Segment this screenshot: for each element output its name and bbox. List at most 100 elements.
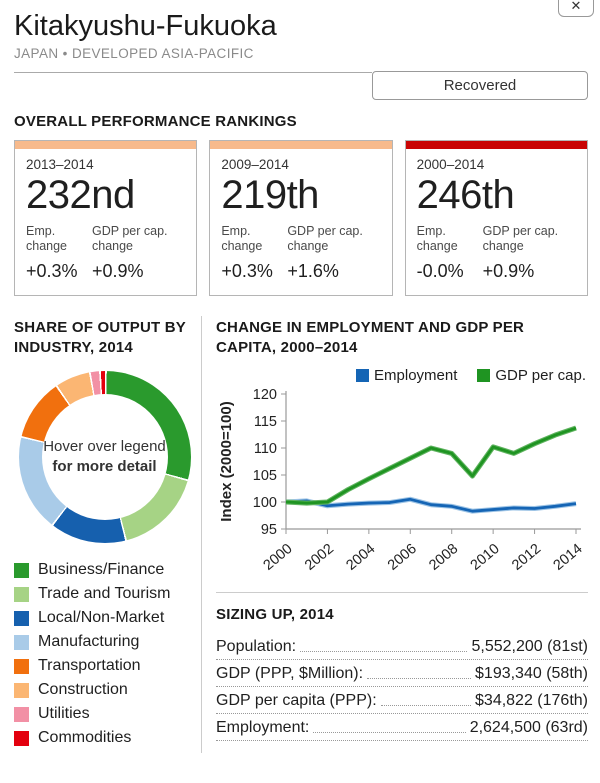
header-divider-row: Recovered xyxy=(14,71,588,100)
legend-swatch xyxy=(14,634,29,650)
ranking-rank: 232nd xyxy=(26,173,135,217)
page-subtitle: JAPAN • DEVELOPED ASIA-PACIFIC xyxy=(14,46,254,61)
ranking-card-2009-2014: 2009–2014 219th Emp. change +0.3% GDP pe… xyxy=(209,140,393,296)
svg-text:2000: 2000 xyxy=(261,541,296,574)
svg-text:Index (2000=100): Index (2000=100) xyxy=(218,401,235,522)
svg-text:2008: 2008 xyxy=(426,541,461,574)
ranking-card-color-bar xyxy=(210,141,392,149)
legend-swatch xyxy=(14,706,29,722)
legend-item-trade-tourism[interactable]: Trade and Tourism xyxy=(14,585,195,603)
legend-swatch xyxy=(14,562,29,578)
sizing-divider xyxy=(216,592,588,593)
legend-label: Business/Finance xyxy=(38,561,165,578)
legend-label: Commodities xyxy=(38,729,132,746)
svg-text:115: 115 xyxy=(254,414,277,430)
legend-label: Construction xyxy=(38,681,128,698)
ranking-card-2000-2014: 2000–2014 246th Emp. change -0.0% GDP pe… xyxy=(404,140,588,296)
svg-text:100: 100 xyxy=(253,495,277,511)
legend-label: Local/Non-Market xyxy=(38,609,165,626)
recovered-status-button[interactable]: Recovered xyxy=(372,71,588,100)
gdp-change-value: +1.6% xyxy=(287,261,339,281)
sizing-heading: SIZING UP, 2014 xyxy=(216,606,334,623)
emp-change-value: -0.0% xyxy=(416,261,464,281)
ranking-period: 2009–2014 xyxy=(221,157,289,172)
ranking-card-color-bar xyxy=(15,141,197,149)
legend-swatch xyxy=(14,610,29,626)
legend-label: Trade and Tourism xyxy=(38,585,171,602)
legend-label: Transportation xyxy=(38,657,141,674)
donut-center-text: Hover over legend for more detail xyxy=(19,371,191,543)
dot-leader xyxy=(380,705,472,706)
row-label: Employment: xyxy=(216,719,310,736)
industry-donut-hole xyxy=(41,394,168,520)
legend-swatch xyxy=(14,586,29,602)
legend-swatch xyxy=(14,730,29,746)
chart-legend-item-employment[interactable]: Employment xyxy=(356,367,457,384)
donut-center-line1: Hover over legend xyxy=(43,437,166,455)
ranking-rank: 246th xyxy=(416,173,515,217)
chart-heading: CHANGE IN EMPLOYMENT AND GDP PER CAPITA,… xyxy=(216,319,525,356)
employment-legend-swatch xyxy=(356,369,370,382)
emp-change-label: Emp. change xyxy=(416,224,458,253)
legend-swatch xyxy=(14,682,29,698)
row-value: 5,552,200 (81st) xyxy=(471,638,588,655)
emp-change-label: Emp. change xyxy=(26,224,68,253)
svg-text:105: 105 xyxy=(253,468,277,484)
svg-text:2010: 2010 xyxy=(468,541,503,574)
gdp-change-label: GDP per cap. change xyxy=(482,224,559,253)
header-divider xyxy=(14,72,372,73)
donut-center-line2: for more detail xyxy=(52,458,157,475)
chart-legend-label: GDP per cap. xyxy=(495,367,586,384)
svg-text:110: 110 xyxy=(254,441,277,457)
rankings-heading: OVERALL PERFORMANCE RANKINGS xyxy=(14,113,297,130)
ranking-cards: 2013–2014 232nd Emp. change +0.3% GDP pe… xyxy=(14,140,588,296)
employment-gdp-panel: CHANGE IN EMPLOYMENT AND GDP PER CAPITA,… xyxy=(201,316,588,753)
legend-item-construction[interactable]: Construction xyxy=(14,681,195,699)
dot-leader xyxy=(300,651,468,652)
legend-item-manufacturing[interactable]: Manufacturing xyxy=(14,633,195,651)
row-value: $34,822 (176th) xyxy=(475,692,588,709)
close-icon: ✕ xyxy=(570,0,582,13)
legend-item-utilities[interactable]: Utilities xyxy=(14,705,195,723)
emp-change-label: Emp. change xyxy=(221,224,263,253)
emp-change-value: +0.3% xyxy=(221,261,273,281)
row-label: GDP per capita (PPP): xyxy=(216,692,377,709)
status-label: Recovered xyxy=(443,77,517,94)
svg-text:95: 95 xyxy=(261,522,277,538)
ranking-period: 2000–2014 xyxy=(416,157,485,172)
industry-legend: Business/Finance Trade and Tourism Local… xyxy=(14,561,195,747)
table-row-population: Population: 5,552,200 (81st) xyxy=(216,633,588,660)
ranking-card-2013-2014: 2013–2014 232nd Emp. change +0.3% GDP pe… xyxy=(14,140,198,296)
legend-item-transportation[interactable]: Transportation xyxy=(14,657,195,675)
row-value: $193,340 (58th) xyxy=(475,665,588,682)
chart-legend-item-gdp-per-cap[interactable]: GDP per cap. xyxy=(477,367,586,384)
legend-label: Manufacturing xyxy=(38,633,140,650)
gdp-change-label: GDP per cap. change xyxy=(92,224,168,253)
sizing-table: Population: 5,552,200 (81st) GDP (PPP, $… xyxy=(216,633,588,741)
svg-text:2012: 2012 xyxy=(509,541,544,574)
table-row-gdp: GDP (PPP, $Million): $193,340 (58th) xyxy=(216,660,588,687)
svg-text:120: 120 xyxy=(253,387,277,403)
row-label: Population: xyxy=(216,638,297,655)
legend-item-commodities[interactable]: Commodities xyxy=(14,729,195,747)
gdp-change-label: GDP per cap. change xyxy=(287,224,363,253)
output-share-heading: SHARE OF OUTPUT BY INDUSTRY, 2014 xyxy=(14,319,186,356)
table-row-gdp-per-capita: GDP per capita (PPP): $34,822 (176th) xyxy=(216,687,588,714)
legend-item-local-non-market[interactable]: Local/Non-Market xyxy=(14,609,195,627)
chart-legend-label: Employment xyxy=(374,367,458,384)
legend-item-business-finance[interactable]: Business/Finance xyxy=(14,561,195,579)
svg-text:2006: 2006 xyxy=(385,541,420,574)
close-button[interactable]: ✕ xyxy=(558,0,594,17)
gdp-legend-swatch xyxy=(477,369,491,382)
ranking-rank: 219th xyxy=(221,173,319,217)
dot-leader xyxy=(367,678,472,679)
table-row-employment: Employment: 2,624,500 (63rd) xyxy=(216,714,588,741)
svg-text:2004: 2004 xyxy=(343,541,378,574)
svg-text:2002: 2002 xyxy=(302,541,337,574)
legend-label: Utilities xyxy=(38,705,90,722)
row-label: GDP (PPP, $Million): xyxy=(216,665,364,682)
ranking-card-color-bar xyxy=(405,141,587,149)
svg-text:2014: 2014 xyxy=(551,541,586,574)
